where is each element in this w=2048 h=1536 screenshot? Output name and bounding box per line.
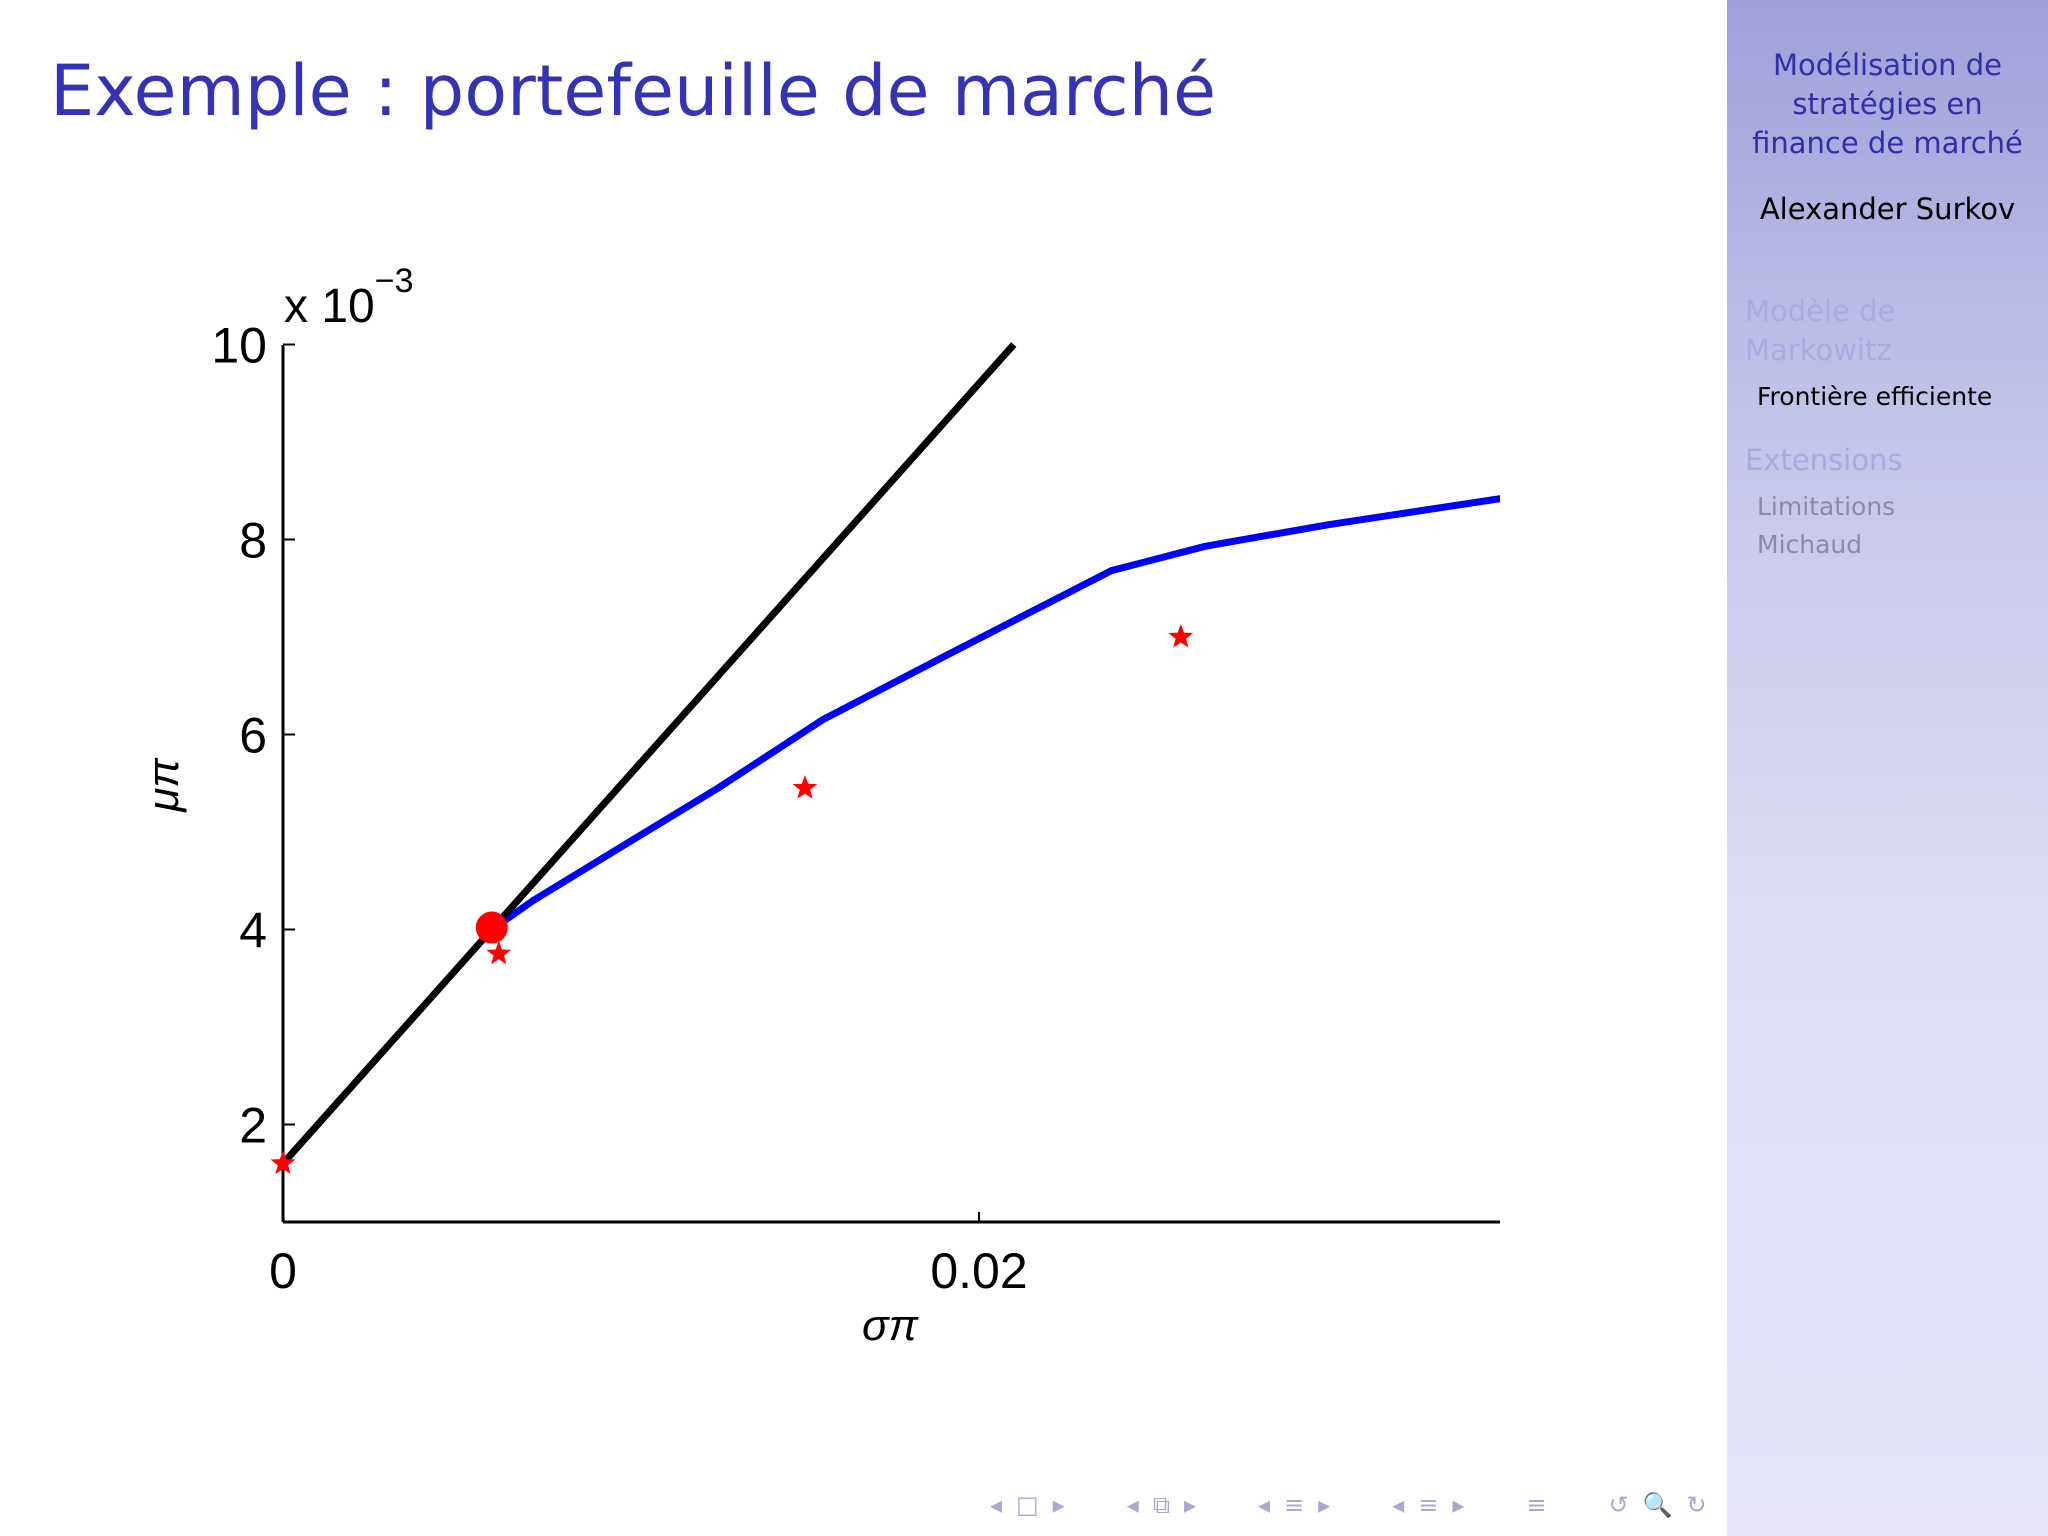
y-multiplier-label: x 10−3: [284, 262, 414, 333]
nav-prev-section-arrow-icon[interactable]: ◂: [1258, 1491, 1271, 1519]
slide-title: Exemple : portefeuille de marché: [50, 50, 1217, 132]
asset-star-point: [1168, 624, 1194, 648]
sidebar-section-label-line: Modèle de: [1745, 294, 1896, 328]
sidebar-subsection-limitations[interactable]: Limitations: [1757, 492, 1896, 521]
table-of-contents-icon[interactable]: ≡: [1526, 1491, 1547, 1519]
x-axis-label: σπ: [862, 1301, 920, 1350]
market-portfolio-chart: 00.020.040.06246810 x 10−3 σπ μπ: [139, 262, 1500, 1350]
sidebar-section-label-line: Extensions: [1745, 443, 1903, 477]
points-layer: [270, 624, 1194, 1174]
lines-layer: [280, 342, 1500, 1166]
presentation-title[interactable]: Modélisation de stratégies en finance de…: [1727, 46, 2048, 163]
sidebar-subsection-frontiere-efficiente[interactable]: Frontière efficiente: [1757, 382, 1993, 411]
axes: [281, 345, 1500, 1224]
nav-prev-subsection-arrow-icon[interactable]: ◂: [1126, 1491, 1139, 1519]
sidebar-subsection-michaud[interactable]: Michaud: [1757, 530, 1863, 559]
asset-star-point: [792, 775, 818, 799]
y-tick-label: 10: [211, 318, 267, 374]
presentation-title-line: Modélisation de: [1772, 48, 2003, 82]
x-tick-label: 0: [269, 1243, 297, 1299]
market-portfolio-point: [475, 911, 508, 944]
search-icon[interactable]: 🔍: [1642, 1491, 1673, 1519]
y-tick-label: 2: [239, 1098, 267, 1154]
section-icon[interactable]: ≡: [1284, 1491, 1305, 1519]
efficient-frontier-line: [489, 495, 1500, 933]
nav-next-frame-arrow-icon[interactable]: ▸: [1052, 1491, 1065, 1519]
nav-prev-frame-arrow-icon[interactable]: ◂: [990, 1491, 1003, 1519]
subsection-icon[interactable]: ⧉: [1152, 1491, 1170, 1519]
capital-market-line: [280, 342, 1017, 1166]
x-tick-label: 0.02: [930, 1243, 1027, 1299]
nav-next-subsection-arrow-icon[interactable]: ▸: [1183, 1491, 1197, 1519]
y-tick-label: 6: [239, 708, 267, 764]
nav-next-section-arrow-icon[interactable]: ▸: [1318, 1491, 1331, 1519]
sidebar: Modélisation de stratégies en finance de…: [1727, 0, 2048, 1536]
nav-next-document-arrow-icon[interactable]: ▸: [1452, 1491, 1465, 1519]
document-icon[interactable]: ≡: [1418, 1491, 1439, 1519]
presentation-title-line: finance de marché: [1752, 126, 2023, 160]
author-name[interactable]: Alexander Surkov: [1759, 192, 2016, 226]
frame-icon[interactable]: □: [1016, 1491, 1039, 1519]
tick-layer: 00.020.040.06246810: [211, 318, 1027, 1300]
forward-icon[interactable]: ↻: [1686, 1491, 1707, 1519]
beamer-navigation-bar: ◂ □ ▸ ◂ ⧉ ▸ ◂ ≡ ▸ ◂ ≡ ▸ ≡ ↺ 🔍 ↻: [990, 1488, 1720, 1522]
asset-star-point: [270, 1150, 296, 1174]
y-tick-label: 8: [239, 513, 267, 569]
sidebar-section-extensions[interactable]: Extensions: [1745, 441, 1902, 480]
sidebar-section-label-line: Markowitz: [1745, 333, 1892, 367]
presentation-title-line: stratégies en: [1792, 87, 1983, 121]
asset-star-point: [486, 940, 512, 965]
sidebar-section-markowitz[interactable]: Modèle de Markowitz: [1745, 292, 1895, 370]
nav-prev-document-arrow-icon[interactable]: ◂: [1392, 1491, 1405, 1519]
y-axis-label: μπ: [139, 757, 188, 813]
y-tick-label: 4: [239, 903, 267, 959]
back-icon[interactable]: ↺: [1608, 1491, 1629, 1519]
